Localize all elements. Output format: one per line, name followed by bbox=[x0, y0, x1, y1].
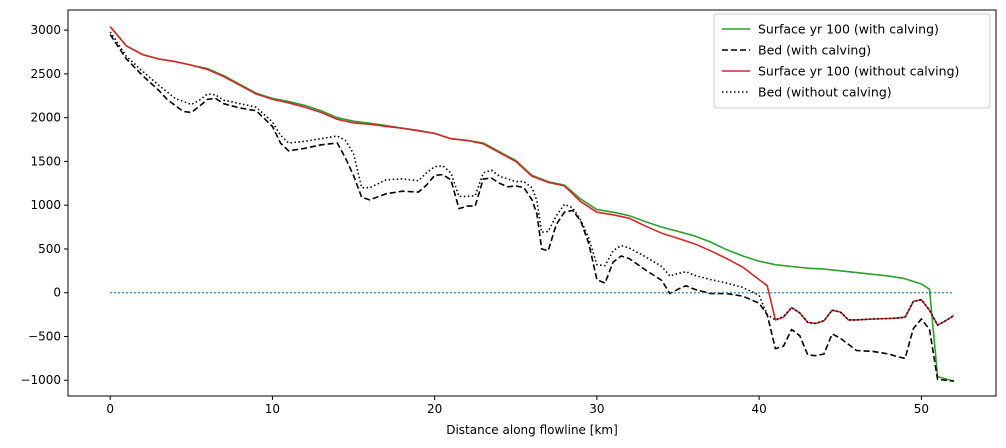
legend-label: Surface yr 100 (without calving) bbox=[758, 64, 959, 79]
y-tick-label: −500 bbox=[28, 329, 61, 343]
y-tick-label: 0 bbox=[53, 286, 61, 300]
legend-box bbox=[713, 13, 991, 109]
x-tick-label: 50 bbox=[914, 402, 929, 416]
x-tick-label: 30 bbox=[589, 402, 604, 416]
y-tick-label: 1500 bbox=[30, 154, 61, 168]
y-tick-label: 500 bbox=[38, 242, 61, 256]
y-tick-label: −1000 bbox=[20, 373, 61, 387]
y-tick-label: 3000 bbox=[30, 23, 61, 37]
x-tick-label: 40 bbox=[751, 402, 766, 416]
series-line-bed-with-calving bbox=[109, 34, 954, 382]
x-tick-label: 0 bbox=[106, 402, 114, 416]
y-tick-label: 2500 bbox=[30, 67, 61, 81]
legend: Surface yr 100 (with calving) Bed (with c… bbox=[713, 13, 991, 109]
y-tick-label: 2000 bbox=[30, 111, 61, 125]
y-axis: −1000 −500 0 500 1000 1500 2000 2500 3000 bbox=[20, 23, 68, 387]
axes-frame bbox=[67, 9, 997, 397]
x-axis: 0 10 20 30 40 50 bbox=[106, 396, 929, 416]
x-tick-label: 20 bbox=[427, 402, 442, 416]
y-tick-label: 1000 bbox=[30, 198, 61, 212]
legend-label: Bed (with calving) bbox=[758, 43, 871, 58]
plot-area bbox=[109, 26, 955, 382]
legend-label: Surface yr 100 (with calving) bbox=[758, 22, 939, 37]
x-axis-label: Distance along flowline [km] bbox=[446, 423, 618, 437]
legend-label: Bed (without calving) bbox=[758, 85, 892, 100]
x-tick-label: 10 bbox=[265, 402, 280, 416]
